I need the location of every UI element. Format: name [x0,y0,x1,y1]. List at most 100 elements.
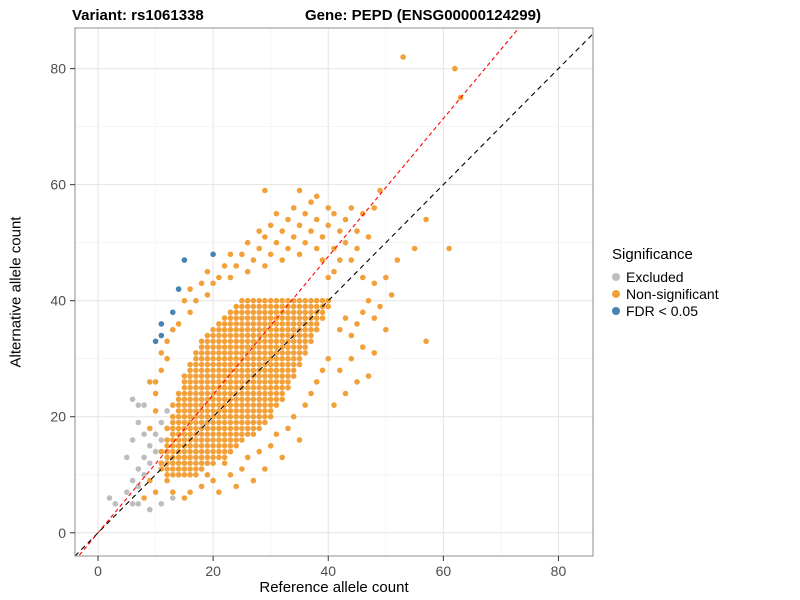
data-point [129,437,136,443]
data-point [302,338,309,345]
data-point [158,460,165,467]
data-point [250,477,257,484]
data-point [204,373,211,379]
data-point [360,309,366,316]
data-point [187,431,193,438]
data-point [285,332,291,339]
data-point [221,413,228,420]
data-point [216,367,222,374]
data-point [319,315,326,321]
data-point [279,390,286,397]
data-point [187,402,193,408]
data-point [250,413,257,420]
data-point [204,448,211,455]
data-point [331,268,337,275]
data-point [158,367,165,374]
data-point [227,413,234,420]
data-point [204,396,211,403]
data-point [256,245,263,252]
x-tick-label: 20 [205,563,221,579]
data-point [279,228,286,234]
y-tick-label: 40 [50,293,66,309]
data-point [273,396,280,403]
data-point [365,234,372,240]
data-point [262,263,268,269]
data-point [250,361,257,368]
data-point [198,384,205,391]
gridlines [75,28,593,556]
data-point [233,367,239,374]
data-point [319,257,326,263]
data-point [227,309,234,316]
data-point [250,431,257,438]
data-point [313,326,320,333]
data-point [267,309,274,316]
data-point [244,315,251,321]
data-point [256,390,263,397]
data-point [256,309,263,316]
data-point [187,367,193,374]
data-point [267,402,274,408]
data-point [152,431,159,438]
data-point [279,257,286,263]
data-point [262,402,268,408]
data-point [239,466,245,472]
data-point [227,373,234,379]
data-point [250,297,257,304]
data-point [273,210,280,217]
data-point [290,361,297,368]
data-point [233,344,239,350]
data-point [279,373,286,379]
data-point [244,454,251,461]
legend-label-non-significant: Non-significant [626,285,719,302]
data-point [141,431,147,438]
data-point [204,431,211,438]
data-point [198,367,205,374]
data-point [198,413,205,420]
legend: Significance Excluded Non-significant FD… [612,246,719,319]
data-point [233,443,239,449]
data-point [227,443,234,449]
data-point [216,379,222,385]
data-point [302,326,309,333]
data-point [308,303,314,310]
data-point [210,251,216,258]
data-point [221,437,228,443]
data-point [227,332,234,339]
data-point [164,425,170,432]
data-point [262,234,268,240]
data-point [210,379,216,385]
data-point [239,437,245,443]
data-point [204,332,211,339]
data-point [227,390,234,397]
data-point [181,384,188,391]
data-point [164,472,170,478]
data-point [227,437,234,443]
data-point [348,355,355,362]
data-point [210,402,216,408]
data-point [198,466,205,472]
data-point [204,413,211,420]
data-point [198,437,205,443]
data-point [256,379,263,385]
data-point [285,361,291,368]
data-point [250,257,257,263]
data-point [181,495,188,501]
data-point [313,315,320,321]
data-point [308,309,314,316]
data-point [170,466,176,472]
data-point [170,326,176,333]
data-point [216,489,222,496]
x-tick-label: 40 [320,563,336,579]
data-point [256,396,263,403]
data-point [279,454,286,461]
data-point [262,321,268,327]
data-point [239,379,245,385]
data-point [227,274,234,281]
data-point [216,344,222,350]
data-point [267,379,274,385]
data-point [273,344,280,350]
data-point [187,396,193,403]
data-point [296,344,303,350]
legend-label-fdr: FDR < 0.05 [626,302,698,319]
